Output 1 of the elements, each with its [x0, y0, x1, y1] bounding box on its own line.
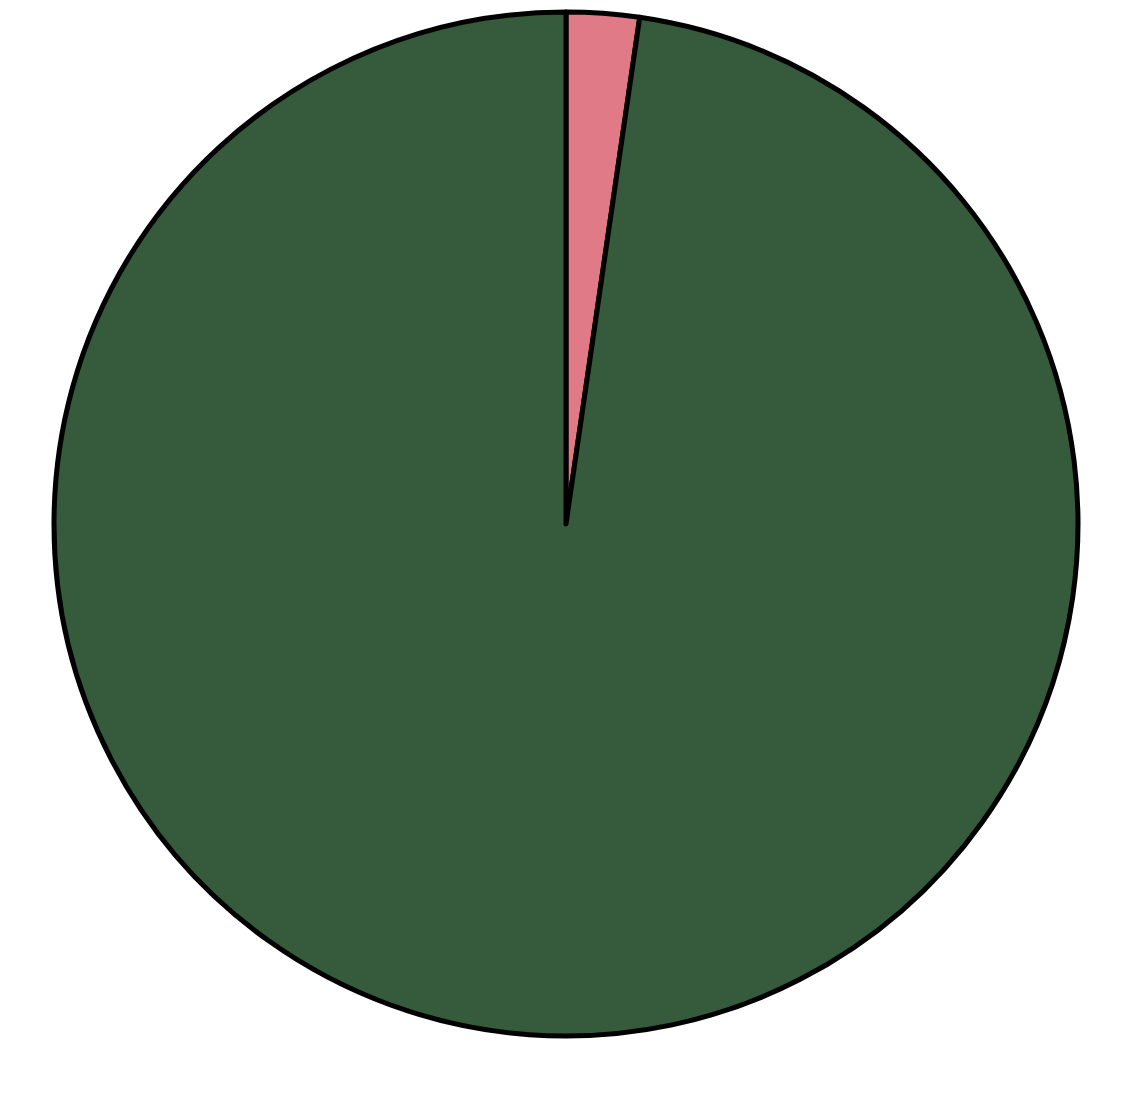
pie-slice	[51, 9, 1081, 1038]
